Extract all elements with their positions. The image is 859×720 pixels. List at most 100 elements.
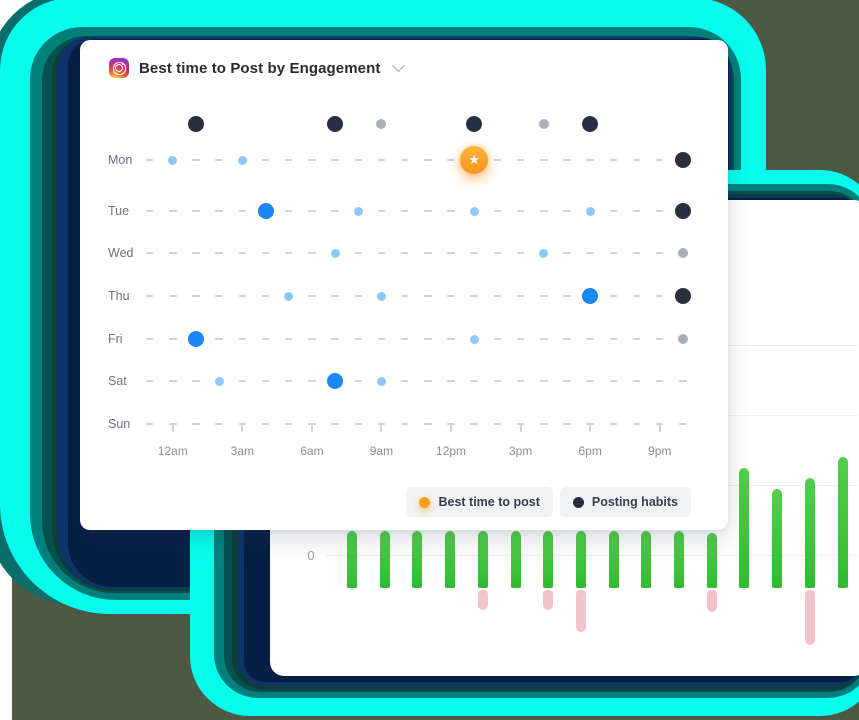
legend-best-time[interactable]: Best time to post <box>406 487 553 517</box>
best-time-card: Best time to Post by Engagement Mon ★ Tue W… <box>80 40 728 530</box>
green-bar <box>837 457 848 588</box>
dark-dot[interactable] <box>674 152 691 168</box>
slot-dash <box>354 422 363 426</box>
light-dot[interactable] <box>284 291 294 301</box>
green-bar <box>804 478 815 588</box>
blue-dot[interactable] <box>327 373 344 389</box>
green-bar <box>674 531 684 588</box>
light-dot[interactable] <box>469 334 479 344</box>
slot-dash <box>470 251 478 255</box>
green-bar <box>412 531 423 588</box>
slot-dash <box>192 158 200 162</box>
dark-dot[interactable] <box>674 203 691 219</box>
blue-dot[interactable] <box>582 288 599 304</box>
legend-posting-habits[interactable]: Posting habits <box>559 487 691 517</box>
slot-dash <box>609 337 618 341</box>
light-dot[interactable] <box>168 155 178 165</box>
slot-dash <box>238 379 247 383</box>
instagram-icon <box>109 58 129 78</box>
slot-dash <box>284 251 293 255</box>
gray-dot[interactable] <box>677 334 688 344</box>
pink-bar <box>477 590 488 610</box>
slot-dash <box>563 422 571 426</box>
light-dot[interactable] <box>330 248 340 258</box>
slot-dash <box>400 251 409 255</box>
slot-dash <box>609 294 618 298</box>
light-dot[interactable] <box>376 376 386 386</box>
slot-dash <box>284 379 293 383</box>
slot-dash <box>424 251 432 255</box>
green-bar <box>510 531 521 588</box>
slot-dash <box>424 209 432 213</box>
slot-dash <box>632 209 641 213</box>
blue-dot[interactable] <box>257 203 274 219</box>
slot-dash <box>308 294 316 298</box>
green-bar <box>641 531 652 588</box>
gray-dot[interactable] <box>677 248 688 258</box>
slot-dash <box>655 251 664 255</box>
slot-dash <box>308 209 316 213</box>
card-header[interactable]: Best time to Post by Engagement <box>109 58 406 78</box>
day-label: Mon <box>108 153 133 167</box>
dark-dot[interactable] <box>466 116 483 132</box>
slot-dash <box>284 158 293 162</box>
dark-dot[interactable] <box>327 116 344 132</box>
slot-dash <box>516 379 525 383</box>
day-row-tue: Tue <box>80 198 728 224</box>
slot-dash <box>284 337 293 341</box>
blue-dot[interactable] <box>187 331 204 347</box>
slot-dash <box>145 251 154 255</box>
slot-dash <box>609 422 618 426</box>
slot-dash <box>679 379 687 383</box>
slot-dash <box>655 158 664 162</box>
slot-dash <box>540 422 548 426</box>
slot-dash <box>447 251 455 255</box>
slot-dash <box>192 251 200 255</box>
slot-dash <box>145 209 154 213</box>
slot-dash <box>447 294 455 298</box>
slot-dash <box>632 294 641 298</box>
slot-dash <box>516 251 525 255</box>
best-time-star-icon[interactable]: ★ <box>460 146 489 174</box>
light-dot[interactable] <box>214 376 224 386</box>
time-tick-label: 3pm <box>508 444 533 458</box>
slot-dash <box>400 294 409 298</box>
slot-dash <box>493 294 502 298</box>
gray-dot[interactable] <box>538 119 549 129</box>
gray-dot[interactable] <box>376 119 387 129</box>
slot-dash <box>308 379 316 383</box>
light-dot[interactable] <box>469 206 479 216</box>
light-dot[interactable] <box>376 291 386 301</box>
dark-dot[interactable] <box>674 288 691 304</box>
slot-dash <box>586 158 594 162</box>
day-row-sat: Sat <box>80 368 728 394</box>
slot-dash <box>540 209 548 213</box>
dark-dot[interactable] <box>187 116 204 132</box>
green-bar <box>706 533 717 588</box>
slot-dash <box>424 158 432 162</box>
light-dot[interactable] <box>353 206 363 216</box>
day-label: Thu <box>108 289 130 303</box>
light-dot[interactable] <box>585 206 595 216</box>
dark-dot[interactable] <box>582 116 599 132</box>
posting-habits-dot-icon <box>572 496 584 508</box>
slot-dash <box>215 422 223 426</box>
slot-dash <box>609 251 618 255</box>
slot-dash <box>540 294 548 298</box>
slot-dash <box>632 422 641 426</box>
slot-dash <box>655 337 664 341</box>
time-tick-label: 12am <box>157 444 188 458</box>
green-bar <box>608 531 619 588</box>
slot-dash <box>424 422 432 426</box>
light-dot[interactable] <box>237 155 247 165</box>
best-time-dot-icon <box>419 496 431 508</box>
slot-dash <box>400 337 409 341</box>
slot-dash <box>238 337 247 341</box>
slot-dash <box>563 294 571 298</box>
slot-dash <box>192 209 200 213</box>
slot-dash <box>377 158 386 162</box>
slot-dash <box>400 209 409 213</box>
card-title: Best time to Post by Engagement <box>139 59 381 77</box>
light-dot[interactable] <box>539 248 549 258</box>
slot-dash <box>632 251 641 255</box>
